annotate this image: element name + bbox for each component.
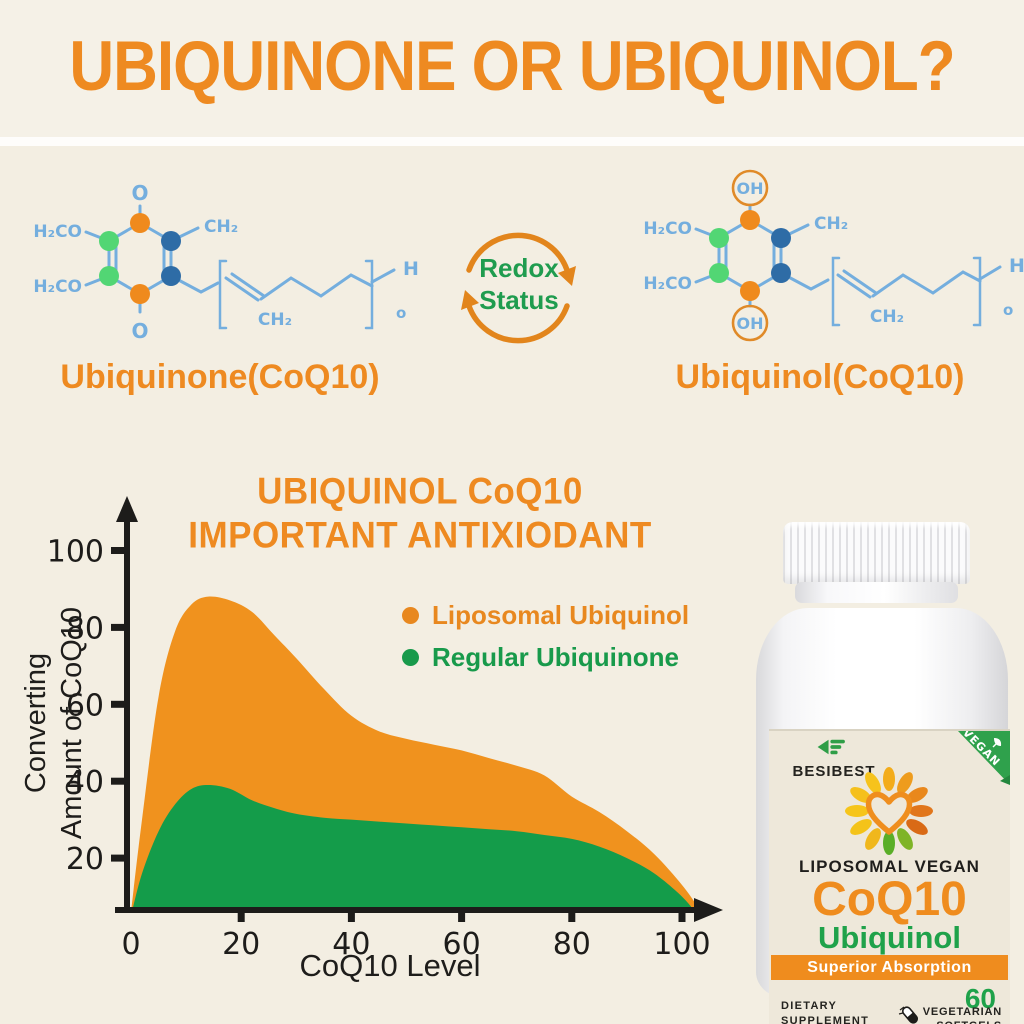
x-tick-label: 40 — [332, 927, 370, 962]
chart-axes: 0 20 40 60 80 100 20 40 60 80 100 — [47, 496, 723, 962]
x-tick-label: 60 — [443, 927, 481, 962]
label-product-name: CoQ10 — [812, 873, 967, 926]
atom-label: O — [131, 319, 148, 343]
absorption-banner: Superior Absorption — [771, 955, 1008, 980]
ubiquinol-label: Ubiquinol(CoQ10) — [675, 358, 965, 396]
x-tick — [347, 911, 355, 922]
brand-block: BESIBEST — [779, 737, 889, 780]
legend-item-liposomal: Liposomal Ubiquinol — [402, 600, 689, 631]
y-tick-label: 40 — [66, 765, 104, 800]
y-tick-label: 60 — [66, 688, 104, 723]
y-tick — [111, 623, 127, 631]
dietary-supplement-label: DIETARY SUPPLEMENT — [781, 1000, 870, 1024]
x-tick-label: 100 — [653, 927, 710, 962]
bottle-cap — [783, 522, 970, 584]
sunburst-petals — [845, 767, 933, 855]
product-section: BESIBEST VEGAN — [748, 512, 1016, 1024]
softgels-block: VEGETARIAN SOFTGELS — [898, 1005, 1002, 1024]
ubiquinol-structure-diagram: OH OH H₂CO H₂CO CH₂ CH₂ H o — [643, 169, 1024, 342]
leaf-icon — [992, 738, 1002, 748]
x-tick — [458, 911, 466, 922]
x-tick-label: 0 — [121, 927, 140, 962]
sunburst-heart-icon — [845, 767, 933, 855]
atom-label: H₂CO — [33, 277, 82, 297]
area-regular-ubiquinone — [132, 785, 694, 910]
bottle-label: BESIBEST VEGAN — [769, 729, 1010, 1024]
x-tick-label: 20 — [222, 927, 260, 962]
y-tick-label: 20 — [66, 842, 104, 877]
chart-areas — [131, 596, 700, 910]
atom-label: CH₂ — [258, 310, 292, 330]
atom-label: o — [1003, 301, 1013, 319]
y-tick — [111, 854, 127, 862]
y-tick-label: 100 — [47, 535, 104, 570]
header-band — [0, 0, 1024, 138]
conversion-area-chart: 0 20 40 60 80 100 20 40 60 80 100 — [47, 496, 723, 962]
softgel-count: 60 — [964, 983, 996, 1014]
atom-label: o — [396, 304, 406, 322]
atom-label: CH₂ — [204, 217, 238, 237]
x-axis-label: CoQ10 Level — [299, 948, 481, 983]
page-title: UBIQUINONE OR UBIQUINOL? — [69, 27, 955, 106]
vegan-badge: VEGAN — [958, 731, 1010, 785]
legend-dot-orange — [402, 607, 419, 624]
x-tick — [568, 911, 576, 922]
x-tick-label: 80 — [553, 927, 591, 962]
label-subtitle: LIPOSOMAL VEGAN — [799, 857, 980, 876]
capsule-icon — [898, 1006, 918, 1024]
ubiquinol-atoms — [709, 210, 791, 301]
x-tick — [678, 911, 686, 922]
atom-label: CH₂ — [814, 214, 848, 234]
besibest-logo-icon — [817, 739, 845, 755]
redox-cycle-icon — [461, 232, 576, 344]
ubiquinone-label: Ubiquinone(CoQ10) — [60, 358, 380, 396]
y-axis-label: Converting Amount of CoQ10 — [20, 606, 89, 840]
atom-label: O — [131, 181, 148, 205]
atom-label: H — [403, 258, 419, 280]
x-tick — [237, 911, 245, 922]
heart-outline-icon — [865, 791, 913, 835]
atom-label: OH — [737, 314, 764, 333]
atom-label: OH — [737, 179, 764, 198]
atom-label: H₂CO — [643, 219, 692, 239]
atom-label: CH₂ — [870, 307, 904, 327]
label-product-subname: Ubiquinol — [818, 920, 961, 955]
legend-dot-green — [402, 649, 419, 666]
y-tick — [111, 700, 127, 708]
y-tick — [111, 777, 127, 785]
section-divider — [0, 137, 1024, 146]
brand-name: BESIBEST — [792, 763, 876, 780]
atom-label: H₂CO — [643, 274, 692, 294]
chart-legend: Liposomal Ubiquinol Regular Ubiquinone — [402, 600, 689, 673]
redox-status-label: Redox Status — [479, 253, 559, 315]
bottle-cap-ring — [795, 582, 958, 603]
atom-label: H₂CO — [33, 222, 82, 242]
bottle-body: BESIBEST VEGAN — [756, 608, 1010, 1024]
legend-item-regular: Regular Ubiquinone — [402, 642, 689, 673]
ubiquinone-atoms — [99, 213, 181, 304]
atom-label: H — [1009, 255, 1024, 277]
chart-title: UBIQUINOL CoQ10 IMPORTANT ANTIXIODANT — [188, 470, 652, 556]
y-tick — [111, 547, 127, 554]
ubiquinone-structure-diagram: O O H₂CO H₂CO CH₂ CH₂ H o — [33, 181, 419, 343]
y-tick-label: 80 — [66, 611, 104, 646]
